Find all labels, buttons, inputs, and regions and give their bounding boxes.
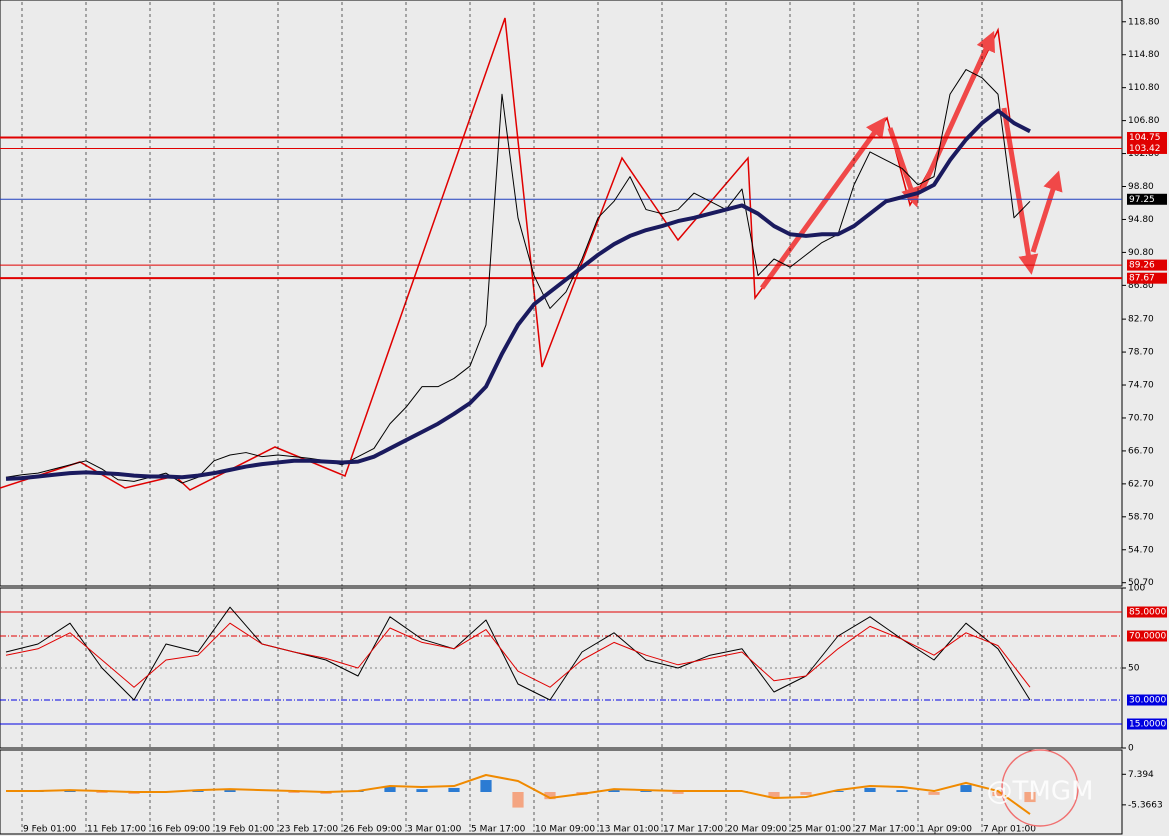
y-tick-label: 118.80 [1128,17,1160,27]
y-tick-label: 58.70 [1128,512,1154,522]
level-label: 15.0000 [1129,720,1166,730]
histogram-bar [864,787,876,792]
level-label-box [1127,259,1167,271]
histogram-bar [96,792,108,793]
histogram-bar [1024,792,1036,803]
level-label-box [1127,694,1167,706]
y-tick-label: 74.70 [1128,381,1154,391]
level-label: 89.26 [1129,261,1155,271]
histogram-bar [608,790,620,792]
level-label-box [1127,718,1167,730]
level-label: 87.67 [1129,274,1155,284]
histogram-bar [544,792,556,800]
level-label-box [1127,606,1167,618]
arrow [759,116,886,290]
arrow [1030,170,1063,253]
histogram-bar [480,780,492,792]
x-tick-label: 1 Apr 09:00 [919,825,972,835]
level-label-box [1127,630,1167,642]
level-label-box [1127,131,1167,143]
x-tick-label: 3 Mar 01:00 [407,825,462,835]
y-tick-label: 54.70 [1128,545,1154,555]
histogram-bar [768,792,780,798]
y-tick-label: 98.80 [1128,182,1154,192]
y-tick-label: 90.80 [1128,248,1154,258]
series-line [5,108,1031,481]
histogram-bar [992,792,1004,797]
y-tick-label: 0 [1128,744,1134,754]
histogram-panel [0,749,1123,835]
level-label: 30.0000 [1129,696,1166,706]
watermark-circle [1001,749,1079,827]
histogram-bar [800,792,812,795]
histogram-bar [832,791,844,792]
histogram-bar [416,789,428,792]
histogram-bar [512,792,524,808]
y-tick-label: 100 [1128,584,1145,594]
level-label-box [1127,193,1167,205]
histogram-bar [928,792,940,795]
y-tick-label: 94.80 [1128,215,1154,225]
x-tick-label: 26 Feb 09:00 [343,825,402,835]
y-tick-label: 66.70 [1128,446,1154,456]
series-line [5,622,1031,688]
x-tick-label: 17 Mar 17:00 [663,825,723,835]
histogram-bar [896,790,908,792]
annotations [0,17,1063,491]
y-tick-label: 50.70 [1128,578,1154,588]
level-label: 85.0000 [1129,608,1166,618]
level-label: 97.25 [1129,195,1155,205]
x-tick-label: 16 Feb 09:00 [151,825,210,835]
histogram-bar [672,792,684,794]
level-label: 70.0000 [1129,632,1166,642]
level-label: 104.75 [1129,133,1161,143]
y-tick-label: 70.70 [1128,413,1154,423]
x-tick-label: 13 Mar 01:00 [599,825,659,835]
watermark-text: @TMGM [987,777,1094,807]
y-tick-label: -5.3663 [1128,800,1163,810]
x-tick-label: 25 Mar 01:00 [791,825,851,835]
level-label-box [1127,272,1167,284]
histogram-bar [192,791,204,792]
level-label-box [1127,142,1167,154]
y-tick-label: 50 [1128,664,1140,674]
x-tick-label: 5 Mar 17:00 [471,825,526,835]
watermark: @TMGM [987,749,1094,827]
series-line [5,69,1031,484]
y-tick-label: 62.70 [1128,479,1154,489]
arrow [919,30,995,192]
series-line [6,773,1031,815]
histogram-bar [384,786,396,792]
x-tick-label: 20 Mar 09:00 [727,825,787,835]
zigzag [0,17,1011,491]
y-tick-label: 102.80 [1128,149,1160,159]
x-tick-label: 27 Mar 17:00 [855,825,915,835]
y-tick-label: 78.70 [1128,348,1154,358]
histogram-bar [224,790,236,792]
histogram-bar [960,785,972,792]
histogram-bar [448,787,460,792]
histogram-bar [288,792,300,793]
x-tick-label: 7 Apr 01:00 [983,825,1036,835]
y-tick-label: 114.80 [1128,50,1160,60]
series-line [5,606,1031,701]
y-tick-label: 86.80 [1128,281,1154,291]
arrow [887,127,921,208]
price-panel [0,0,1123,587]
y-tick-label: 7.394 [1128,770,1154,780]
arrow [1001,107,1039,275]
y-tick-label: 82.70 [1128,315,1154,325]
x-tick-label: 23 Feb 17:00 [279,825,338,835]
level-label: 103.42 [1129,144,1161,154]
arrows [759,30,1063,290]
x-tick-label: 10 Mar 09:00 [535,825,595,835]
x-tick-label: 9 Feb 01:00 [23,825,77,835]
histogram-bar [640,791,652,792]
x-tick-label: 19 Feb 01:00 [215,825,274,835]
x-tick-label: 11 Feb 17:00 [87,825,146,835]
y-tick-label: 106.80 [1128,116,1160,126]
y-tick-label: 110.80 [1128,83,1160,93]
